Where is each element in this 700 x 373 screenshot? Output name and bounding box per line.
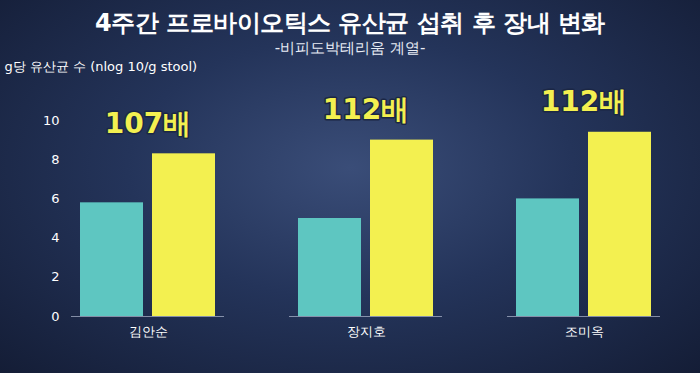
svg-text:112배: 112배 bbox=[323, 93, 409, 126]
html-text:4주간 프로바이오틱스 유산균 섭취 후 장내 변화: 4주간 프로바이오틱스 유산균 섭취 후 장내 변화 bbox=[95, 9, 605, 37]
svg-text:김안순: 김안순 bbox=[129, 324, 168, 339]
svg-text:장지호: 장지호 bbox=[347, 324, 386, 339]
svg-text:8: 8 bbox=[51, 152, 59, 167]
svg-text:10: 10 bbox=[43, 113, 60, 128]
svg-text:2: 2 bbox=[51, 269, 59, 284]
svg-text:g당 유산균 수 (nlog 10/g stool): g당 유산균 수 (nlog 10/g stool) bbox=[5, 59, 198, 74]
svg-text:112배: 112배 bbox=[541, 85, 627, 118]
svg-text:0: 0 bbox=[51, 309, 59, 324]
svg-text:조미옥: 조미옥 bbox=[565, 324, 604, 339]
svg-text:107배: 107배 bbox=[105, 107, 191, 140]
svg-text:6: 6 bbox=[51, 191, 59, 206]
svg-text:4: 4 bbox=[51, 230, 59, 245]
html-text:-비피도박테리움 계열-: -비피도박테리움 계열- bbox=[274, 39, 426, 57]
